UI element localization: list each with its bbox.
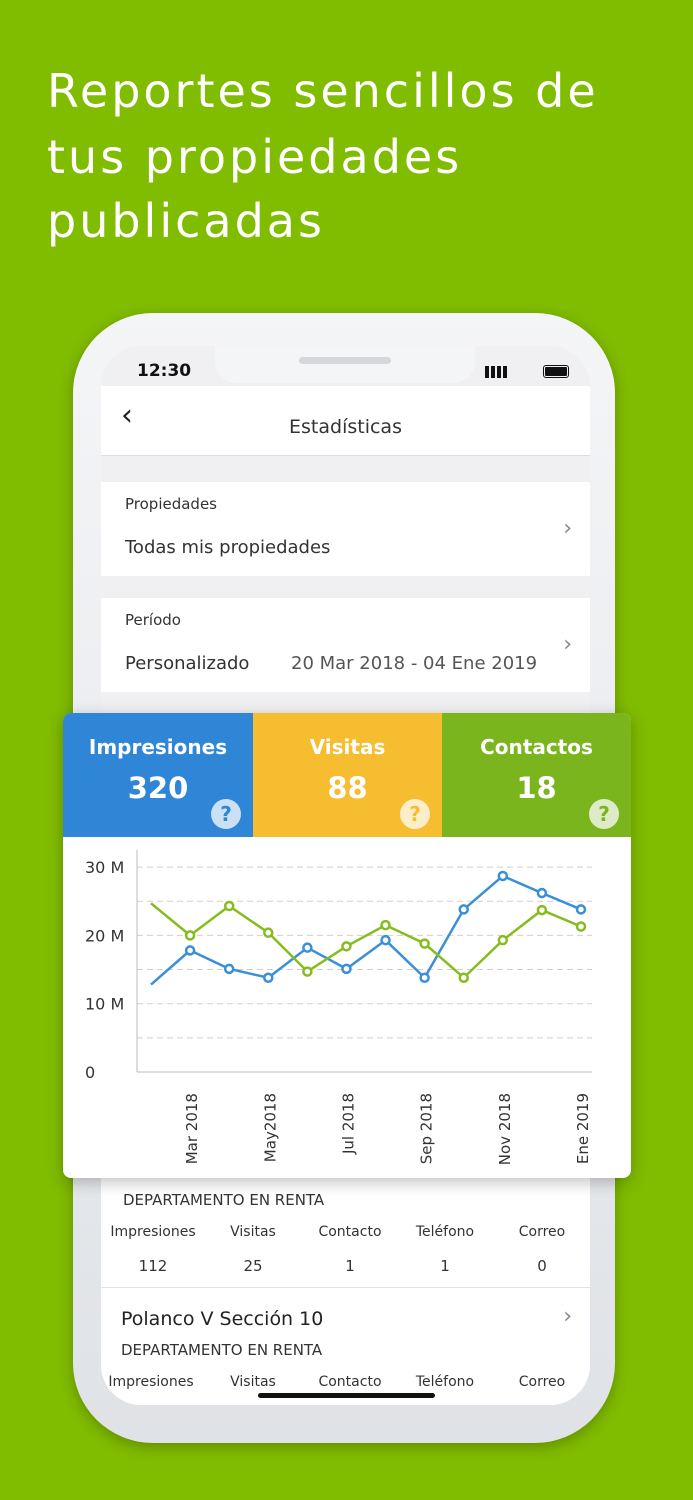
summary-label: Contactos: [480, 735, 593, 759]
point: [380, 919, 391, 931]
speaker: [299, 357, 391, 364]
filter-row[interactable]: Período Personalizado 20 Mar 2018 - 04 E…: [101, 598, 590, 692]
help-icon[interactable]: ?: [211, 799, 241, 829]
stat-value: 1: [440, 1257, 450, 1275]
x-tick-label: May2018: [261, 1093, 279, 1162]
stat-value: 1: [345, 1257, 355, 1275]
point: [263, 972, 274, 983]
summary-card[interactable]: Impresiones 320 ?: [63, 713, 253, 837]
filter-row[interactable]: Propiedades Todas mis propiedades ›: [101, 482, 590, 576]
filter-value: Todas mis propiedades: [125, 537, 331, 558]
x-tick-label: Nov 2018: [496, 1093, 514, 1165]
series-line: [150, 874, 582, 986]
point: [419, 972, 430, 983]
point: [419, 938, 430, 949]
separator: [101, 1287, 590, 1288]
stat-header: Teléfono: [415, 1374, 475, 1390]
filter-label: Período: [125, 611, 181, 629]
summary-value: 320: [127, 771, 189, 805]
nav-title: Estadísticas: [289, 416, 402, 438]
stats-card: Impresiones 320 ? Visitas 88 ? Contactos…: [63, 713, 631, 1178]
y-tick-label: 20 M: [85, 926, 124, 945]
headline: Reportes sencillos de: [47, 64, 599, 118]
summary-value: 18: [516, 771, 557, 805]
point: [341, 941, 352, 952]
summary-value: 88: [327, 771, 368, 805]
stat-value: 25: [243, 1257, 263, 1275]
back-button[interactable]: ‹: [121, 398, 133, 433]
point: [575, 921, 587, 932]
point: [184, 945, 196, 956]
point: [497, 870, 509, 882]
stat-header: Visitas: [230, 1374, 276, 1390]
point: [223, 963, 235, 975]
y-tick-label: 0: [85, 1063, 95, 1082]
x-tick-label: Mar 2018: [183, 1093, 201, 1164]
listing-type: DEPARTAMENTO EN RENTA: [123, 1191, 325, 1209]
point: [341, 963, 352, 975]
help-icon[interactable]: ?: [400, 799, 430, 829]
status-time: 12:30: [137, 361, 192, 381]
x-tick-label: Sep 2018: [418, 1093, 436, 1164]
point: [536, 904, 548, 916]
home-indicator: [258, 1393, 435, 1398]
nav-bar: ‹ Estadísticas: [101, 386, 590, 456]
filter-value: Personalizado: [125, 653, 250, 674]
point: [263, 927, 274, 938]
stat-value: 112: [138, 1257, 168, 1275]
point: [458, 972, 469, 983]
stat-value: 0: [537, 1257, 547, 1275]
point: [575, 904, 587, 915]
summary-card[interactable]: Contactos 18 ?: [442, 713, 631, 837]
help-icon[interactable]: ?: [589, 799, 619, 829]
notch: [215, 346, 475, 383]
battery-icon: [543, 365, 569, 378]
stat-header: Visitas: [230, 1224, 276, 1240]
stat-header: Impresiones: [110, 1224, 196, 1240]
stat-header: Impresiones: [108, 1374, 194, 1390]
stat-header: Contacto: [318, 1374, 382, 1390]
filter-detail: 20 Mar 2018 - 04 Ene 2019: [291, 653, 538, 674]
stat-header: Correo: [518, 1224, 566, 1240]
summary-card[interactable]: Visitas 88 ?: [253, 713, 442, 837]
series-line: [150, 902, 582, 980]
summary-label: Impresiones: [88, 735, 228, 759]
y-tick-label: 10 M: [85, 995, 124, 1014]
stat-header: Correo: [518, 1374, 566, 1390]
signal-icon: [485, 366, 509, 378]
x-tick-label: Jul 2018: [339, 1093, 357, 1155]
chevron: ›: [563, 1304, 572, 1329]
point: [302, 966, 313, 977]
point: [184, 930, 196, 941]
point: [536, 887, 548, 899]
listings: DEPARTAMENTO EN RENTA Impresiones Visita…: [101, 1178, 590, 1405]
stat-header: Teléfono: [415, 1224, 475, 1240]
listing-title[interactable]: Polanco V Sección 10: [121, 1308, 324, 1330]
point: [497, 934, 509, 946]
headline: tus propiedades: [47, 130, 463, 184]
point: [380, 934, 391, 946]
point: [223, 900, 235, 912]
point: [458, 904, 469, 915]
chevron: ›: [563, 516, 572, 541]
filter-label: Propiedades: [125, 495, 217, 513]
listing-type: DEPARTAMENTO EN RENTA: [121, 1341, 323, 1359]
stat-header: Contacto: [318, 1224, 382, 1240]
y-tick-label: 30 M: [85, 858, 124, 877]
line-chart: 0 10 M 20 M 30 M Mar 2018 May2018 Jul 2018 Sep …: [85, 850, 592, 1165]
point: [302, 942, 313, 953]
chevron: ›: [563, 632, 572, 657]
headline: publicadas: [47, 194, 325, 248]
summary-label: Visitas: [309, 735, 386, 759]
x-tick-label: Ene 2019: [574, 1093, 592, 1164]
